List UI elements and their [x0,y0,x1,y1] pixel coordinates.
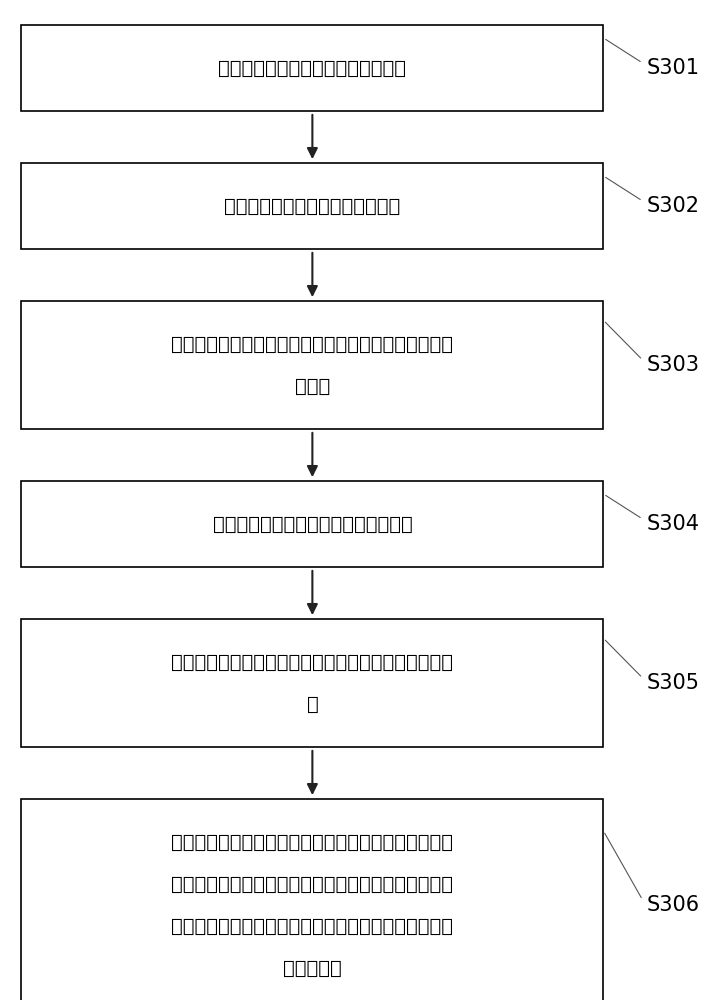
Text: 表面的通孔: 表面的通孔 [283,958,342,978]
Bar [21,163,603,249]
Text: 在装饰片材的装饰面上加工导电层: 在装饰片材的装饰面上加工导电层 [224,196,401,216]
Text: S306: S306 [646,895,699,915]
Text: S302: S302 [646,196,699,216]
Text: 填充层: 填充层 [295,376,330,395]
Text: 在基材上加工装饰层以获取装饰片材: 在基材上加工装饰层以获取装饰片材 [218,59,406,78]
Text: 片: 片 [306,695,318,714]
Bar [21,481,603,567]
Text: S301: S301 [646,58,699,78]
Bar [21,301,603,429]
Text: 在导电层以及填充层的表面涂覆粘合剑: 在导电层以及填充层的表面涂覆粘合剑 [213,515,412,534]
Text: S303: S303 [646,355,699,375]
Bar [21,25,603,111]
Text: 通过丝网印刷的方式在装饰面上导电层以外的区域印刷: 通过丝网印刷的方式在装饰面上导电层以外的区域印刷 [171,334,453,354]
Bar [21,799,603,1000]
Text: 表面，且在已粘合有装饰膜片的壳体上与移动终端内部: 表面，且在已粘合有装饰膜片的壳体上与移动终端内部 [171,874,453,894]
Text: S304: S304 [646,514,699,534]
Text: 的天线电路相对应的位置处形成有连通导电层和壳体内: 的天线电路相对应的位置处形成有连通导电层和壳体内 [171,917,453,936]
Text: 通过冲压模具将涂覆有粘合剑的装饰片材加工为装饰膜: 通过冲压模具将涂覆有粘合剑的装饰片材加工为装饰膜 [171,653,453,672]
Text: 通过注塑粘合的方式将装饰膜片粘合于终端的壳体的外: 通过注塑粘合的方式将装饰膜片粘合于终端的壳体的外 [171,832,453,852]
Text: S305: S305 [646,673,699,693]
Bar [21,619,603,747]
